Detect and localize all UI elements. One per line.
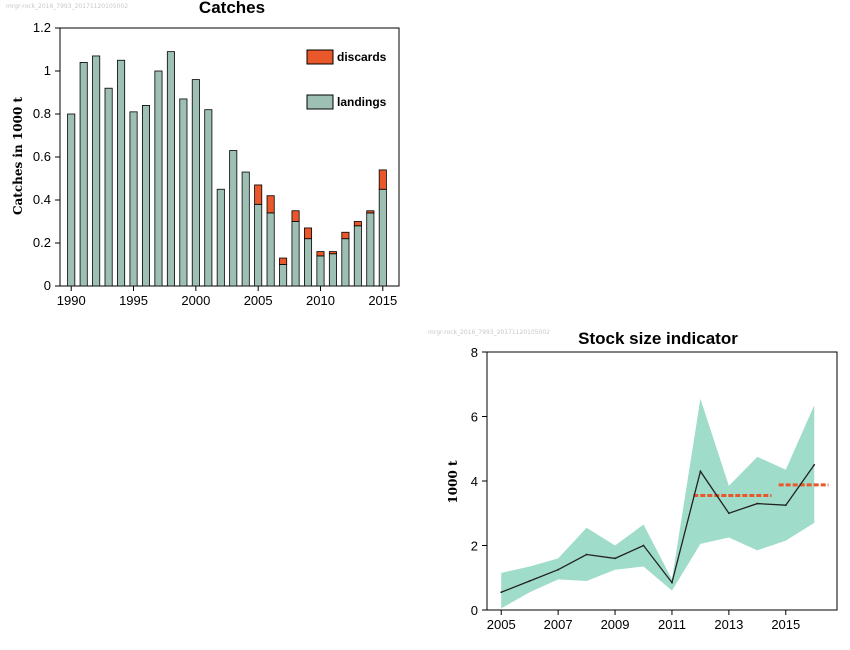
x-tick-label: 2011 xyxy=(658,617,686,632)
bar-landings-1997 xyxy=(154,70,163,287)
bar-landings-2008 xyxy=(291,221,300,287)
bar-landings-2014 xyxy=(366,212,375,287)
bar-discards-2015 xyxy=(378,169,387,190)
bar-discards-2008 xyxy=(291,210,300,222)
point-2014 xyxy=(756,502,759,505)
bar-discards-2009 xyxy=(304,227,313,240)
stock-size-chart: mrgr-rock_2016_7993_20171120105002 Stock… xyxy=(428,329,838,632)
x-tick-label: 2010 xyxy=(306,293,335,308)
stock-y-axis-label: 1000 t xyxy=(446,460,460,504)
x-tick-label: 2009 xyxy=(601,617,630,632)
bar-landings-1992 xyxy=(92,55,101,287)
bar-discards-2005 xyxy=(254,184,263,205)
bar-landings-1996 xyxy=(141,105,151,287)
bar-landings-2006 xyxy=(266,212,275,287)
bar-landings-1994 xyxy=(117,59,126,287)
bar-landings-1998 xyxy=(166,51,175,287)
y-tick-label: 0 xyxy=(471,603,478,618)
stock-indicator-line xyxy=(500,464,815,593)
y-tick-label: 0.8 xyxy=(33,106,51,121)
legend-swatch-landings xyxy=(306,94,334,110)
point-2008 xyxy=(585,553,588,556)
y-tick-label: 1 xyxy=(44,63,51,78)
catches-watermark: mrgr-rock_2016_7993_20171120105002 xyxy=(6,3,128,10)
bar-landings-1990 xyxy=(67,113,76,287)
bar-landings-1991 xyxy=(79,62,88,287)
x-tick-label: 1990 xyxy=(57,293,86,308)
point-2011 xyxy=(671,581,673,584)
y-tick-label: 1.2 xyxy=(33,20,51,35)
catches-bars xyxy=(67,51,387,287)
x-tick-label: 2005 xyxy=(244,293,273,308)
bar-landings-2011 xyxy=(328,253,337,287)
point-2009 xyxy=(614,557,616,560)
bar-discards-2010 xyxy=(316,251,325,257)
bar-landings-2009 xyxy=(304,238,313,287)
x-tick-label: 2005 xyxy=(487,617,516,632)
legend-swatch-discards xyxy=(306,49,334,65)
y-tick-label: 4 xyxy=(471,474,478,489)
y-tick-label: 0.4 xyxy=(33,192,51,207)
bar-discards-2007 xyxy=(279,257,288,265)
stock-points xyxy=(500,463,816,594)
bar-landings-2003 xyxy=(229,150,238,287)
y-tick-label: 0 xyxy=(44,278,51,293)
bar-landings-2007 xyxy=(279,264,288,287)
bar-landings-2000 xyxy=(191,79,200,287)
bar-landings-1995 xyxy=(129,111,138,287)
point-2007 xyxy=(557,568,560,571)
catches-chart: mrgr-rock_2016_7993_20171120105002 Catch… xyxy=(6,0,400,308)
stock-confidence-band xyxy=(501,398,815,609)
bar-landings-1993 xyxy=(104,87,113,287)
y-tick-label: 2 xyxy=(471,539,478,554)
bar-discards-2011 xyxy=(328,251,337,255)
legend-label-landings: landings xyxy=(337,95,387,109)
catches-title: Catches xyxy=(199,0,265,17)
x-tick-label: 2000 xyxy=(181,293,210,308)
stock-y-ticks: 0 2 4 6 8 xyxy=(471,345,487,618)
x-tick-label: 2007 xyxy=(544,617,573,632)
bar-landings-2005 xyxy=(254,203,263,287)
stock-title: Stock size indicator xyxy=(578,329,738,348)
catches-legend: discards landings xyxy=(306,49,387,110)
catches-y-ticks: 0 0.2 0.4 0.6 0.8 1 1.2 xyxy=(33,20,60,293)
point-2005 xyxy=(500,591,503,594)
bar-landings-2012 xyxy=(341,238,350,287)
point-2010 xyxy=(642,544,645,547)
y-tick-label: 0.2 xyxy=(33,235,51,250)
bar-landings-2004 xyxy=(241,171,250,287)
bar-landings-2013 xyxy=(353,225,362,287)
x-tick-label: 2015 xyxy=(771,617,800,632)
x-tick-label: 2013 xyxy=(714,617,743,632)
y-tick-label: 0.6 xyxy=(33,149,51,164)
x-tick-label: 1995 xyxy=(119,293,148,308)
stock-x-ticks: 2005 2007 2009 2011 2013 2015 xyxy=(487,610,800,632)
bar-landings-1999 xyxy=(179,98,188,287)
point-2013 xyxy=(727,512,730,515)
x-tick-label: 2015 xyxy=(368,293,397,308)
bar-landings-2002 xyxy=(216,188,225,287)
point-2015 xyxy=(784,504,787,507)
bar-discards-2006 xyxy=(266,195,275,214)
bar-discards-2014 xyxy=(366,210,375,214)
point-2016 xyxy=(813,463,816,466)
stock-reference-lines xyxy=(693,483,829,498)
catches-x-ticks: 1990 1995 2000 2005 2010 2015 xyxy=(57,286,397,308)
legend-label-discards: discards xyxy=(337,50,387,64)
y-tick-label: 6 xyxy=(471,410,478,425)
y-tick-label: 8 xyxy=(471,345,478,360)
point-2012 xyxy=(699,470,702,473)
point-2006 xyxy=(528,580,531,582)
bar-landings-2001 xyxy=(204,109,213,287)
bar-landings-2010 xyxy=(316,255,325,287)
bar-landings-2015 xyxy=(378,188,387,287)
catches-y-axis-label: Catches in 1000 t xyxy=(11,97,25,216)
bar-discards-2013 xyxy=(353,221,362,227)
bar-discards-2012 xyxy=(341,231,350,240)
stock-watermark: mrgr-rock_2016_7993_20171120105002 xyxy=(428,329,550,336)
